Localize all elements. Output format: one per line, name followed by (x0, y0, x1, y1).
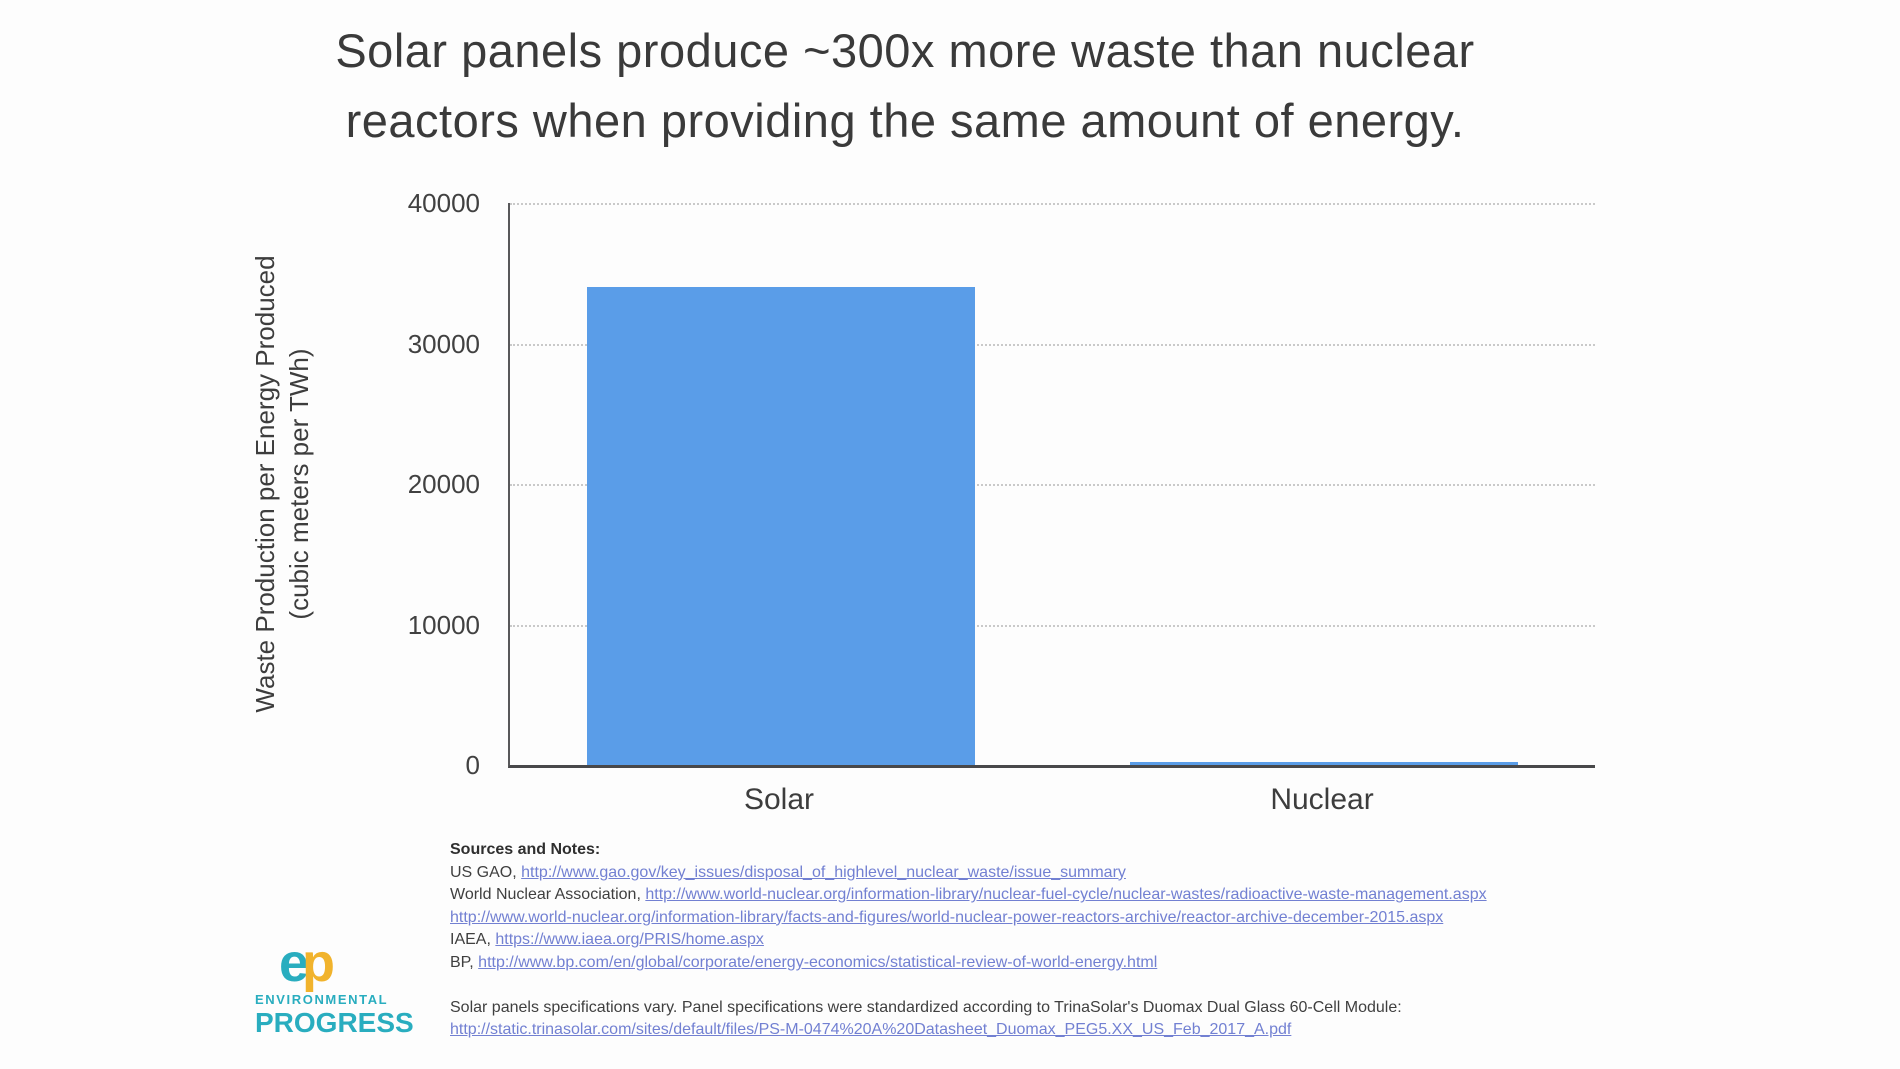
chart-title-line1: Solar panels produce ~300x more waste th… (335, 24, 1475, 77)
logo-text-progress: PROGRESS (255, 1007, 414, 1038)
footnote-text: Solar panels specifications vary. Panel … (450, 998, 1402, 1016)
source-line: IAEA, https://www.iaea.org/PRIS/home.asp… (450, 929, 1650, 952)
source-prefix: US GAO, (450, 863, 522, 881)
bar-nuclear (1130, 762, 1518, 765)
source-prefix: BP, (450, 953, 479, 971)
footnote: Solar panels specifications vary. Panel … (450, 997, 1650, 1042)
source-line: World Nuclear Association, http://www.wo… (450, 884, 1650, 907)
gridline-30000 (510, 343, 1595, 346)
logo-text-environmental: ENVIRONMENTAL (255, 992, 389, 1007)
y-tick-10000: 10000 (407, 609, 480, 640)
sources-block: Sources and Notes: US GAO, http://www.ga… (450, 839, 1650, 1042)
source-link[interactable]: https://www.iaea.org/PRIS/home.aspx (495, 931, 764, 949)
source-link[interactable]: http://www.world-nuclear.org/information… (645, 886, 1487, 904)
source-link[interactable]: http://www.bp.com/en/global/corporate/en… (478, 953, 1158, 971)
x-tick-nuclear: Nuclear (1270, 783, 1374, 816)
source-prefix: World Nuclear Association, (450, 886, 646, 904)
y-tick-40000: 40000 (407, 188, 480, 218)
chart-title: Solar panels produce ~300x more waste th… (0, 16, 1810, 156)
ep-monogram-p: p (302, 933, 335, 993)
y-tick-30000: 30000 (407, 328, 480, 359)
source-line: BP, http://www.bp.com/en/global/corporat… (450, 952, 1650, 975)
source-link[interactable]: http://www.world-nuclear.org/information… (450, 908, 1444, 926)
bar-solar (587, 287, 975, 765)
source-link[interactable]: http://www.gao.gov/key_issues/disposal_o… (521, 863, 1126, 881)
source-line: http://www.world-nuclear.org/information… (450, 907, 1650, 930)
ep-monogram-icon: ep (279, 933, 335, 993)
source-line: US GAO, http://www.gao.gov/key_issues/di… (450, 862, 1650, 885)
footnote-link[interactable]: http://static.trinasolar.com/sites/defau… (450, 1021, 1292, 1039)
y-tick-0: 0 (465, 750, 480, 780)
y-tick-20000: 20000 (407, 469, 480, 499)
ep-monogram-e: e (279, 933, 309, 993)
sources-heading: Sources and Notes: (450, 841, 601, 858)
source-prefix: IAEA, (450, 931, 496, 949)
chart-title-line2: reactors when providing the same amount … (345, 94, 1465, 147)
plot-area (508, 203, 1595, 768)
gridline-10000 (510, 624, 1595, 627)
gridline-20000 (510, 484, 1595, 486)
x-tick-solar: Solar (743, 783, 815, 816)
gridline-40000 (510, 203, 1595, 205)
y-axis-label-line1: Waste Production per Energy Produced (250, 255, 280, 713)
